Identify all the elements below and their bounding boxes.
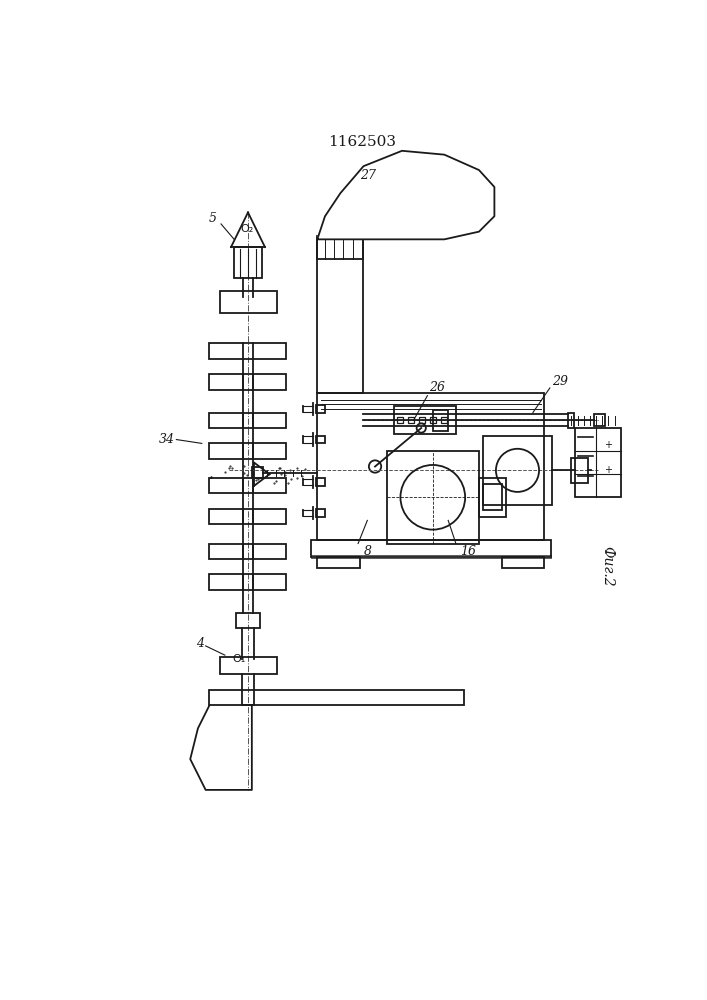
Bar: [234, 247, 262, 278]
Bar: [209, 374, 286, 389]
Text: 34: 34: [159, 433, 175, 446]
Text: 1162503: 1162503: [328, 135, 396, 149]
Bar: [252, 467, 264, 478]
Bar: [317, 239, 363, 393]
Bar: [235, 613, 260, 628]
Bar: [595, 414, 605, 426]
Bar: [395, 406, 456, 434]
Bar: [316, 509, 325, 517]
Bar: [209, 413, 286, 428]
Bar: [483, 484, 502, 510]
Bar: [311, 540, 551, 557]
Text: Фиг.2: Фиг.2: [600, 546, 614, 587]
Bar: [209, 343, 286, 359]
Polygon shape: [298, 332, 348, 393]
Bar: [317, 235, 363, 259]
Bar: [316, 436, 325, 443]
Text: 27: 27: [360, 169, 375, 182]
Bar: [502, 557, 544, 568]
Bar: [316, 405, 325, 413]
Text: 16: 16: [460, 545, 476, 558]
Text: +: +: [604, 465, 612, 475]
Text: 8: 8: [363, 545, 371, 558]
Bar: [483, 436, 552, 505]
Bar: [219, 657, 277, 674]
Polygon shape: [317, 151, 494, 239]
Bar: [219, 291, 277, 312]
Bar: [568, 413, 573, 428]
Text: O₁: O₁: [233, 654, 246, 664]
Bar: [317, 557, 360, 568]
Text: +: +: [604, 440, 612, 450]
Bar: [571, 458, 588, 483]
Bar: [479, 478, 506, 517]
Bar: [209, 478, 286, 493]
Bar: [316, 478, 325, 486]
Polygon shape: [190, 705, 252, 790]
Bar: [209, 690, 464, 705]
Text: 4: 4: [196, 637, 204, 650]
Bar: [387, 451, 479, 544]
Text: 26: 26: [429, 381, 445, 394]
Bar: [209, 509, 286, 524]
Text: O₂: O₂: [240, 224, 254, 234]
Text: 5: 5: [209, 212, 217, 225]
Bar: [209, 544, 286, 559]
Bar: [317, 393, 544, 540]
Bar: [311, 555, 551, 558]
Text: 29: 29: [552, 375, 568, 388]
Bar: [209, 574, 286, 590]
Bar: [433, 410, 448, 431]
Bar: [209, 443, 286, 459]
Bar: [575, 428, 621, 497]
